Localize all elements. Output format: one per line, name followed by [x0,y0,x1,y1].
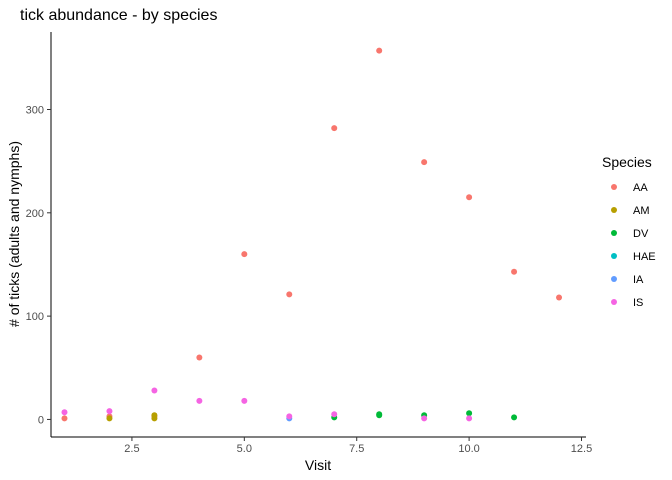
data-point-is [241,397,248,404]
data-point-is [61,409,68,416]
legend-key-aa [611,184,617,190]
y-ticks: 0 100 200 300 [26,104,51,426]
data-point-is [331,411,338,418]
data-point-is [466,415,473,422]
data-point-is [106,408,113,415]
legend-label-aa: AA [633,182,648,194]
legend-label-hae: HAE [633,251,656,263]
axes [50,32,586,438]
data-point-is [286,413,293,420]
y-tick-label: 100 [26,311,44,323]
legend-key-am [611,207,617,213]
data-point-aa [421,159,428,166]
legend-key-ia [611,276,617,282]
data-point-is [151,387,158,394]
data-point-aa [466,194,473,201]
data-point-dv [466,410,473,417]
x-ticks: 2.5 5.0 7.5 10.0 12.5 [124,437,592,455]
legend-label-dv: DV [633,228,649,240]
legend-label-is: IS [633,297,643,309]
legend-label-am: AM [633,205,650,217]
legend-key-is [611,299,617,305]
y-tick-label: 200 [26,208,44,220]
y-tick-label: 0 [38,414,44,426]
data-point-aa [61,415,68,422]
x-tick-label: 12.5 [571,443,592,455]
x-tick-label: 2.5 [124,443,139,455]
data-point-aa [331,125,338,132]
y-tick-label: 300 [26,104,44,116]
legend-title: Species [602,154,652,170]
data-point-am [151,412,158,419]
x-axis-title: Visit [305,457,331,473]
data-point-aa [556,294,563,301]
data-point-is [196,397,203,404]
x-tick-label: 7.5 [349,443,364,455]
data-point-aa [196,354,203,361]
legend: Species AA AM DV HAE IA IS [602,154,656,309]
legend-key-hae [611,253,617,259]
data-point-am [106,415,113,422]
x-tick-label: 10.0 [458,443,479,455]
legend-key-dv [611,230,617,236]
legend-items: AA AM DV HAE IA IS [611,182,656,309]
data-point-dv [511,414,518,421]
data-point-aa [376,47,383,54]
y-axis-title: # of ticks (adults and nymphs) [6,141,22,327]
data-point-aa [511,268,518,275]
data-points [61,47,563,422]
data-point-aa [286,291,293,298]
chart-title: tick abundance - by species [20,7,217,24]
legend-label-ia: IA [633,274,644,286]
x-tick-label: 5.0 [237,443,252,455]
data-point-is [421,415,428,422]
data-point-aa [241,251,248,258]
data-point-dv [376,411,383,418]
